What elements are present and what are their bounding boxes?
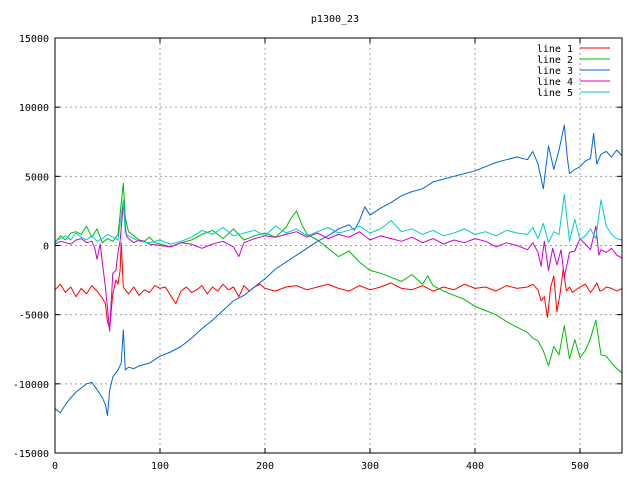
y-tick-label: 0 [43, 242, 49, 253]
axes: -15000 -10000 -5000 0 5000 10000 15000 0 100 200 3… [13, 34, 622, 472]
series-lines [54, 124, 623, 417]
y-tick-label: -15000 [13, 449, 49, 460]
series-line-1 [54, 242, 623, 329]
y-tick-label: -5000 [19, 311, 49, 322]
legend-label: line 5 [537, 88, 573, 99]
legend-label: line 3 [537, 66, 573, 77]
series-line-5 [54, 193, 623, 245]
x-tick-label: 0 [52, 461, 58, 472]
x-tick-label: 400 [466, 461, 484, 472]
y-tick-label: 5000 [25, 172, 49, 183]
x-tick-label: 500 [571, 461, 589, 472]
y-tick-label: -10000 [13, 380, 49, 391]
grid [55, 38, 622, 453]
legend-label: line 1 [537, 44, 573, 55]
series-line-4 [54, 203, 623, 332]
legend-label: line 2 [537, 55, 573, 66]
y-tick-label: 15000 [19, 34, 49, 45]
x-tick-label: 300 [361, 461, 379, 472]
legend-label: line 4 [537, 77, 573, 88]
chart-title: p1300_23 [311, 14, 359, 25]
series-line-3 [54, 124, 623, 417]
series-line-2 [54, 182, 623, 374]
x-tick-label: 200 [256, 461, 274, 472]
x-tick-label: 100 [151, 461, 169, 472]
y-tick-label: 10000 [19, 103, 49, 114]
